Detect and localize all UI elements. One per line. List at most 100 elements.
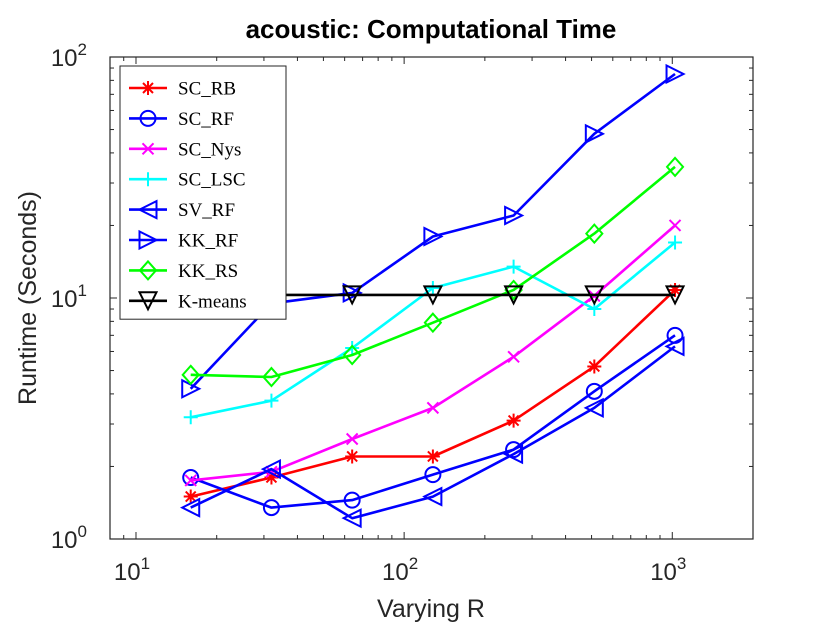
- legend-entry: KK_RF: [129, 229, 238, 252]
- data-marker: [182, 468, 200, 486]
- data-marker: [587, 359, 602, 374]
- y-tick-label: 101: [51, 281, 87, 313]
- legend: SC_RB SC_RF SC_Nys SC_LSC SV_RF KK_RF KK_RS K-m…: [119, 65, 287, 320]
- data-marker: [664, 336, 685, 357]
- legend-entry: SV_RF: [129, 199, 235, 221]
- data-marker: [264, 470, 279, 485]
- tick-exponent: 2: [409, 554, 418, 573]
- data-marker: [506, 413, 521, 428]
- tick-base: 10: [51, 527, 78, 554]
- series-kk-rs: [181, 156, 685, 388]
- data-marker: [183, 410, 198, 425]
- data-marker: [585, 382, 603, 400]
- data-marker: [342, 282, 363, 304]
- data-marker: [665, 156, 685, 178]
- data-marker: [343, 491, 361, 509]
- data-marker: [139, 109, 157, 127]
- legend-entry: SC_RB: [129, 79, 236, 100]
- legend-entry: K-means: [129, 291, 247, 312]
- data-marker: [425, 281, 440, 296]
- series-sv-rf: [179, 336, 685, 529]
- data-marker: [262, 366, 281, 388]
- tick-base: 10: [51, 286, 78, 313]
- tick-base: 10: [650, 559, 677, 586]
- legend-label: KK_RS: [178, 261, 238, 282]
- legend-entry: SC_RF: [129, 109, 234, 130]
- data-marker: [506, 259, 521, 274]
- x-tick-label: 102: [382, 554, 418, 586]
- data-marker: [264, 393, 279, 408]
- data-marker: [504, 205, 525, 226]
- data-marker: [426, 401, 440, 415]
- data-marker: [138, 259, 158, 281]
- data-marker: [137, 291, 159, 312]
- y-tick-label: 100: [51, 522, 87, 554]
- y-tick-label: 102: [51, 40, 87, 72]
- y-axis-label: Runtime (Seconds): [14, 191, 42, 405]
- legend-label: SV_RF: [178, 200, 235, 221]
- data-marker: [665, 63, 686, 85]
- legend-label: SC_RB: [178, 79, 236, 100]
- data-marker: [424, 466, 442, 484]
- data-marker: [341, 508, 362, 529]
- data-marker: [141, 172, 155, 187]
- data-marker: [183, 489, 198, 504]
- series-sc-lsc: [183, 235, 683, 425]
- series-sc-rf: [182, 326, 684, 517]
- data-marker: [583, 397, 604, 418]
- data-marker: [425, 449, 440, 464]
- data-marker: [141, 142, 155, 156]
- data-marker: [668, 282, 683, 297]
- data-marker: [423, 226, 444, 247]
- data-marker: [422, 285, 443, 306]
- data-marker: [342, 285, 363, 306]
- legend-label: K-means: [178, 291, 247, 312]
- plot-frame: [109, 56, 754, 540]
- data-marker: [423, 312, 443, 334]
- x-tick-label: 103: [650, 554, 686, 586]
- data-marker: [345, 449, 360, 464]
- data-marker: [507, 350, 520, 364]
- tick-exponent: 2: [78, 40, 87, 59]
- series-line: [190, 345, 676, 520]
- tick-exponent: 1: [141, 554, 150, 573]
- data-marker: [584, 223, 604, 245]
- data-marker: [664, 285, 686, 306]
- legend-entry: SC_Nys: [129, 139, 241, 160]
- legend-label: SC_Nys: [178, 139, 241, 160]
- data-marker: [138, 229, 159, 251]
- tick-base: 10: [382, 559, 409, 586]
- data-marker: [342, 344, 362, 366]
- data-marker: [584, 123, 606, 144]
- chart-title: acoustic: Computational Time: [246, 14, 617, 44]
- tick-exponent: 1: [78, 281, 87, 300]
- data-marker: [345, 432, 359, 446]
- x-axis-label: Varying R: [377, 595, 485, 623]
- legend-box: [119, 65, 287, 320]
- data-marker: [422, 486, 443, 507]
- data-marker: [262, 499, 280, 517]
- tick-base: 10: [51, 45, 78, 72]
- data-marker: [668, 235, 683, 250]
- series-line: [190, 334, 676, 509]
- legend-label: SC_RF: [178, 109, 234, 130]
- data-marker: [141, 81, 155, 95]
- data-marker: [584, 285, 605, 306]
- series-line: [190, 165, 676, 379]
- data-marker: [502, 444, 524, 465]
- legend-label: KK_RF: [178, 231, 238, 252]
- series-sc-rb: [183, 282, 683, 504]
- x-tick-label: 101: [114, 554, 150, 586]
- data-marker: [137, 199, 158, 220]
- legend-label: SC_LSC: [178, 170, 246, 191]
- data-marker: [184, 474, 197, 487]
- legend-entry: SC_LSC: [129, 170, 246, 191]
- data-marker: [179, 497, 201, 518]
- data-marker: [260, 458, 281, 480]
- tick-base: 10: [114, 559, 141, 586]
- data-marker: [181, 364, 201, 386]
- data-marker: [668, 219, 682, 232]
- data-marker: [503, 285, 524, 306]
